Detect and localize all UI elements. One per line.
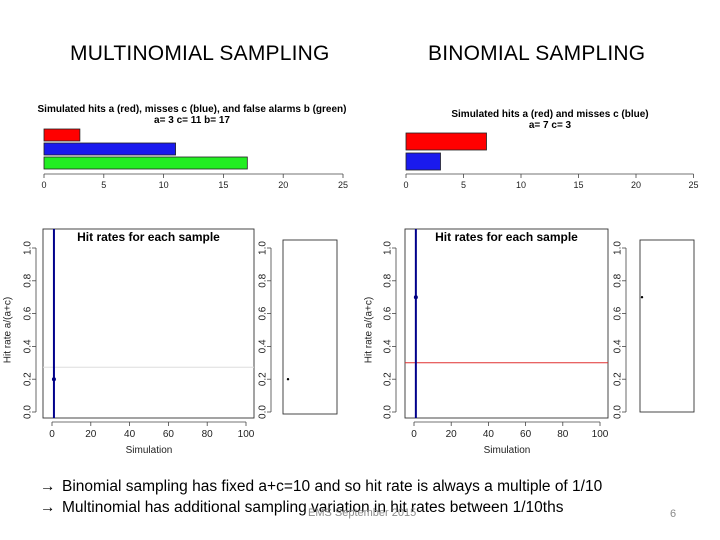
y-tick-label: 0.6 bbox=[258, 306, 269, 320]
y-tick-label: 0.8 bbox=[613, 273, 624, 287]
chart-title: Hit rates for each sample bbox=[435, 230, 578, 244]
x-tick-label: 25 bbox=[688, 180, 698, 190]
y-tick-label: 0.6 bbox=[383, 306, 394, 320]
x-tick-label: 25 bbox=[338, 180, 348, 190]
strip-box bbox=[639, 239, 695, 413]
strip-point bbox=[640, 296, 644, 299]
x-tick-label: 10 bbox=[516, 180, 526, 190]
right-arrow-icon: → bbox=[40, 499, 56, 516]
y-tick-label: 1.0 bbox=[383, 241, 394, 255]
bar-a bbox=[43, 128, 81, 142]
plot-box bbox=[404, 228, 609, 419]
x-axis-label: Simulation bbox=[484, 445, 531, 456]
y-tick-label: 0.4 bbox=[613, 339, 624, 353]
heading-multinomial: MULTINOMIAL SAMPLING bbox=[70, 42, 330, 65]
page-number: 6 bbox=[670, 508, 677, 520]
x-tick-label: 5 bbox=[101, 180, 106, 190]
y-tick-label: 0.4 bbox=[258, 339, 269, 353]
x-tick-label: 100 bbox=[238, 429, 255, 440]
x-tick-label: 0 bbox=[403, 180, 408, 190]
data-point bbox=[413, 295, 418, 300]
bar-c bbox=[405, 152, 441, 171]
x-tick-label: 0 bbox=[41, 180, 46, 190]
y-tick-label: 0.0 bbox=[23, 405, 34, 419]
y-tick-label: 1.0 bbox=[258, 241, 269, 255]
y-tick-label: 0.2 bbox=[383, 372, 394, 386]
strip-point bbox=[286, 378, 290, 381]
bar-c bbox=[43, 142, 176, 156]
right-arrow-icon: → bbox=[40, 478, 56, 495]
x-axis-label: Simulation bbox=[126, 445, 173, 456]
chart-title: Simulated hits a (red) and misses c (blu… bbox=[451, 109, 648, 120]
x-tick-label: 15 bbox=[218, 180, 228, 190]
chart-title: Simulated hits a (red), misses c (blue),… bbox=[38, 104, 347, 115]
y-tick-label: 0.8 bbox=[258, 273, 269, 287]
x-tick-label: 10 bbox=[159, 180, 169, 190]
bullet-text: Binomial sampling has fixed a+c=10 and s… bbox=[62, 478, 603, 495]
x-tick-label: 40 bbox=[483, 429, 495, 440]
x-tick-label: 5 bbox=[461, 180, 466, 190]
y-tick-label: 0.6 bbox=[613, 306, 624, 320]
y-tick-label: 1.0 bbox=[23, 241, 34, 255]
y-axis-label: Hit rate a/(a+c) bbox=[3, 297, 14, 363]
x-tick-label: 20 bbox=[631, 180, 641, 190]
x-tick-label: 40 bbox=[124, 429, 136, 440]
y-tick-label: 0.2 bbox=[23, 372, 34, 386]
y-tick-label: 0.0 bbox=[613, 405, 624, 419]
y-tick-label: 0.4 bbox=[23, 339, 34, 353]
x-tick-label: 20 bbox=[85, 429, 97, 440]
x-tick-label: 0 bbox=[49, 429, 55, 440]
y-tick-label: 0.8 bbox=[23, 273, 34, 287]
x-tick-label: 0 bbox=[411, 429, 417, 440]
plot-box bbox=[42, 228, 255, 419]
y-tick-label: 0.4 bbox=[383, 339, 394, 353]
y-tick-label: 1.0 bbox=[613, 241, 624, 255]
y-tick-label: 0.0 bbox=[258, 405, 269, 419]
chart-title: Hit rates for each sample bbox=[77, 230, 220, 244]
x-tick-label: 60 bbox=[163, 429, 175, 440]
y-axis-label: Hit rate a/(a+c) bbox=[364, 297, 375, 363]
bullet-list: → Binomial sampling has fixed a+c=10 and … bbox=[40, 476, 602, 518]
bullet-text: Multinomial has additional sampling vari… bbox=[62, 499, 564, 516]
bar-a bbox=[405, 132, 487, 151]
x-tick-label: 20 bbox=[278, 180, 288, 190]
bullet-item: → Binomial sampling has fixed a+c=10 and … bbox=[40, 476, 602, 497]
y-tick-label: 0.8 bbox=[383, 273, 394, 287]
bar-b bbox=[43, 156, 248, 170]
strip-box bbox=[282, 239, 338, 415]
data-point bbox=[51, 377, 56, 382]
y-tick-label: 0.2 bbox=[613, 372, 624, 386]
x-tick-label: 20 bbox=[446, 429, 458, 440]
x-tick-label: 100 bbox=[592, 429, 609, 440]
x-tick-label: 80 bbox=[557, 429, 569, 440]
footer-text: EMS September 2015 bbox=[308, 507, 417, 519]
chart-subtitle: a= 7 c= 3 bbox=[529, 120, 572, 131]
x-tick-label: 60 bbox=[520, 429, 532, 440]
y-tick-label: 0.2 bbox=[258, 372, 269, 386]
y-tick-label: 0.6 bbox=[23, 306, 34, 320]
x-tick-label: 80 bbox=[202, 429, 214, 440]
x-tick-label: 15 bbox=[573, 180, 583, 190]
y-tick-label: 0.0 bbox=[383, 405, 394, 419]
chart-subtitle: a= 3 c= 11 b= 17 bbox=[154, 115, 230, 126]
heading-binomial: BINOMIAL SAMPLING bbox=[428, 42, 646, 65]
bullet-item: → Multinomial has additional sampling var… bbox=[40, 497, 602, 518]
